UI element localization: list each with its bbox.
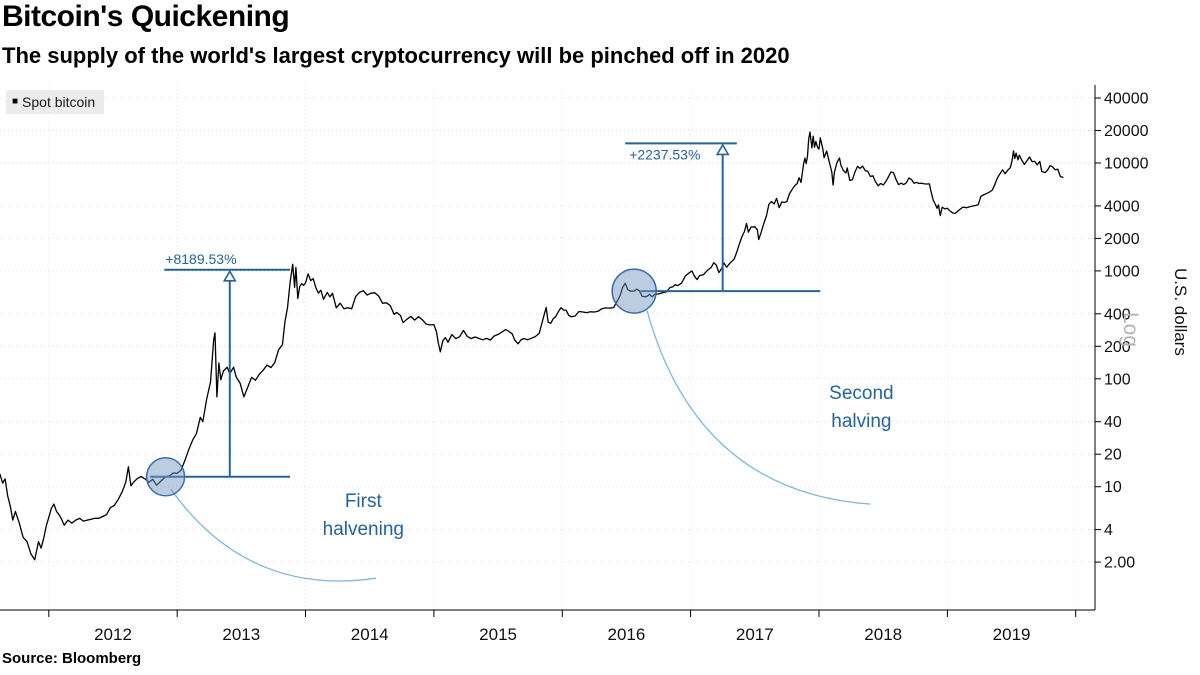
y-axis-tick-label: 40000 — [1104, 91, 1149, 108]
y-axis-title: U.S. dollars — [1171, 268, 1190, 356]
y-axis-tick-label: 20000 — [1104, 123, 1149, 140]
x-axis-year-label: 2014 — [351, 625, 389, 644]
annotation-percent-label: +8189.53% — [165, 251, 236, 267]
y-axis-tick-label: 2000 — [1104, 231, 1140, 248]
y-axis-tick-label: 2.00 — [1104, 555, 1135, 572]
x-axis-year-label: 2013 — [222, 625, 260, 644]
page-title: Bitcoin's Quickening — [2, 0, 290, 33]
halving-circle — [145, 457, 186, 497]
x-axis-year-label: 2015 — [479, 625, 517, 644]
y-axis-tick-label: 100 — [1104, 371, 1131, 388]
y-axis-tick-label: 20 — [1104, 447, 1122, 464]
legend-swatch-icon: ■ — [12, 96, 19, 107]
annotation-arrowhead-icon — [715, 143, 730, 156]
x-axis-year-label: 2019 — [993, 625, 1031, 644]
x-axis-year-label: 2018 — [864, 625, 902, 644]
log-scale-watermark: Log — [1119, 312, 1142, 348]
annotation-arrowhead-icon — [222, 269, 237, 282]
y-axis-tick-label: 4 — [1104, 522, 1113, 539]
legend-label: Spot bitcoin — [22, 94, 96, 110]
price-line — [0, 131, 1064, 561]
legend-item-spot-bitcoin: ■ Spot bitcoin — [6, 90, 105, 114]
halving-circle — [611, 268, 657, 314]
x-axis-year-label: 2017 — [736, 625, 774, 644]
y-axis-tick-label: 40 — [1104, 414, 1122, 431]
page-subtitle: The supply of the world's largest crypto… — [2, 43, 790, 68]
callout-label: First halvening — [323, 491, 404, 540]
y-axis-tick-label: 400 — [1104, 306, 1131, 323]
callout-curve — [170, 488, 377, 582]
callout-curve — [646, 310, 871, 505]
y-axis-tick-label: 1000 — [1104, 263, 1140, 280]
annotation-percent-label: +2237.53% — [629, 146, 700, 162]
y-axis-tick-label: 4000 — [1104, 198, 1140, 215]
y-axis-tick-label: 10000 — [1104, 156, 1149, 173]
y-axis-tick-label: 200 — [1104, 339, 1131, 356]
callout-label: Second halving — [829, 383, 893, 432]
x-axis-year-label: 2016 — [607, 625, 645, 644]
x-axis-year-label: 2012 — [94, 625, 132, 644]
y-axis-tick-label: 10 — [1104, 479, 1122, 496]
source-attribution: Source: Bloomberg — [2, 650, 142, 667]
